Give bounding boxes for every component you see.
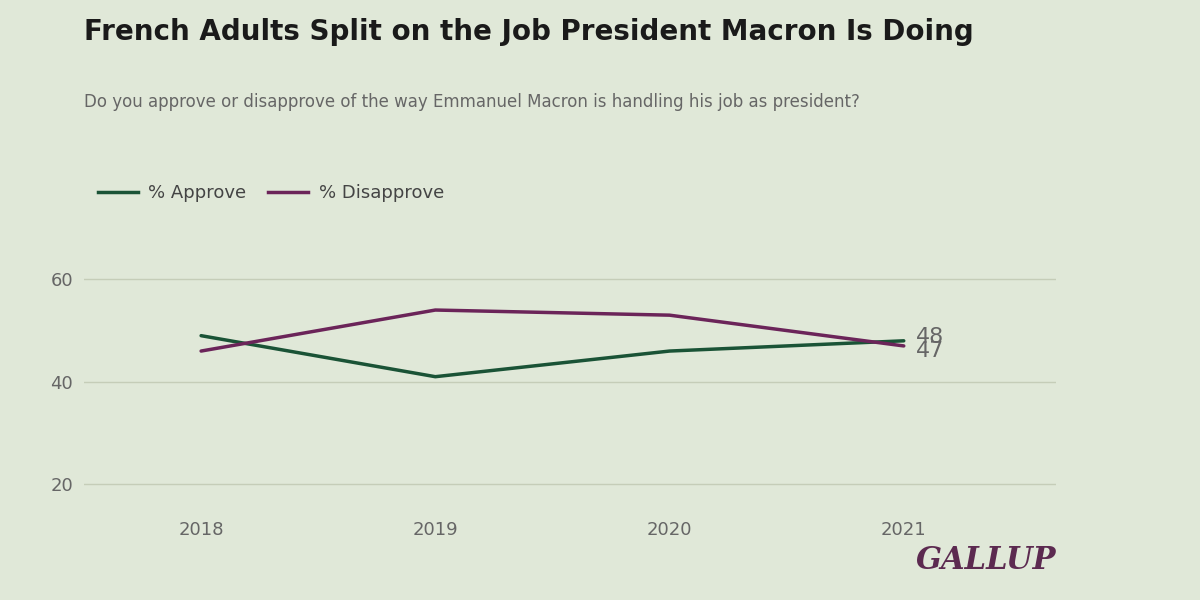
Text: GALLUP: GALLUP [916, 545, 1056, 576]
Text: Do you approve or disapprove of the way Emmanuel Macron is handling his job as p: Do you approve or disapprove of the way … [84, 93, 860, 111]
Text: French Adults Split on the Job President Macron Is Doing: French Adults Split on the Job President… [84, 18, 973, 46]
Legend: % Approve, % Disapprove: % Approve, % Disapprove [91, 177, 451, 209]
Text: 47: 47 [916, 341, 943, 361]
Text: 48: 48 [916, 326, 943, 347]
